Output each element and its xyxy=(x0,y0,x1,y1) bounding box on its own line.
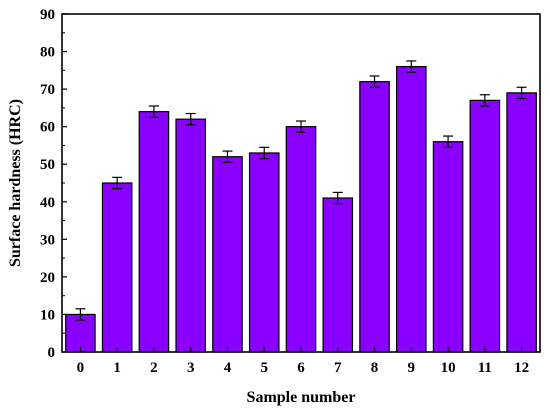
bar-sample-1 xyxy=(101,182,133,353)
y-tick-label-10: 10 xyxy=(40,307,55,323)
bar-sample-5 xyxy=(248,152,280,353)
y-ticks-layer: 0 10 20 30 40 50 60 70 80 90 xyxy=(40,7,67,361)
x-tick-label-1: 1 xyxy=(113,360,121,376)
bar-sample-4 xyxy=(212,156,243,353)
y-tick-label-30: 30 xyxy=(40,232,55,248)
y-tick-label-70: 70 xyxy=(40,82,55,98)
bar-sample-12 xyxy=(506,92,537,353)
x-tick-label-5: 5 xyxy=(260,360,268,376)
bar-sample-10 xyxy=(432,141,464,353)
y-tick-label-40: 40 xyxy=(40,195,55,211)
bar-sample-6 xyxy=(285,126,317,353)
x-tick-label-3: 3 xyxy=(187,360,195,376)
x-axis-title: Sample number xyxy=(247,389,356,406)
y-tick-label-80: 80 xyxy=(40,45,55,61)
bar-sample-2 xyxy=(138,111,170,353)
y-tick-label-50: 50 xyxy=(40,157,55,173)
y-tick-label-90: 90 xyxy=(40,7,55,23)
bar-sample-7 xyxy=(322,197,354,353)
x-tick-label-0: 0 xyxy=(77,360,85,376)
x-tick-label-2: 2 xyxy=(150,360,158,376)
x-tick-label-11: 11 xyxy=(478,360,492,376)
bar-sample-11 xyxy=(469,99,501,353)
x-tick-label-6: 6 xyxy=(297,360,305,376)
y-tick-label-0: 0 xyxy=(48,345,56,361)
x-tick-label-8: 8 xyxy=(371,360,379,376)
x-tick-label-9: 9 xyxy=(408,360,416,376)
y-tick-label-20: 20 xyxy=(40,270,55,286)
y-tick-label-60: 60 xyxy=(40,120,55,136)
bar-sample-8 xyxy=(359,80,390,353)
bars-layer xyxy=(65,65,537,353)
x-ticks-layer: 0 1 2 3 4 5 6 7 8 9 10 11 12 xyxy=(77,347,529,376)
bar-sample-0 xyxy=(65,313,96,353)
bar-sample-3 xyxy=(175,118,207,353)
x-tick-label-12: 12 xyxy=(514,360,529,376)
x-tick-label-7: 7 xyxy=(334,360,342,376)
x-tick-label-4: 4 xyxy=(224,360,232,376)
error-bars-layer xyxy=(75,60,527,321)
bar-sample-9 xyxy=(396,65,427,353)
x-tick-label-10: 10 xyxy=(441,360,456,376)
y-axis-title: Surface hardness (HRC) xyxy=(7,99,24,267)
